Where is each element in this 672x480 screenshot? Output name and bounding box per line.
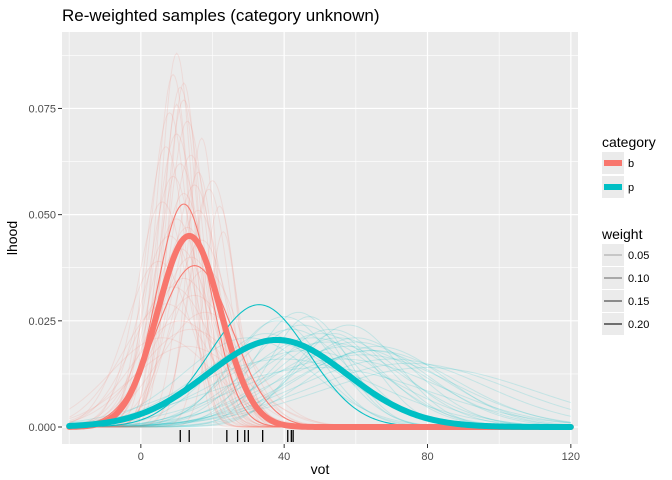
chart-title: Re-weighted samples (category unknown) [62,6,380,25]
axis-ticks [58,107,572,448]
legend-key-bg [602,244,624,266]
legend-label-weight-010: 0.10 [628,273,649,285]
legend-label-weight-020: 0.20 [628,319,649,331]
y-tick-label: 0.050 [28,210,56,222]
legend-weight-title: weight [601,226,643,242]
y-tick-label: 0.075 [28,103,56,115]
y-tick-label: 0.025 [28,316,56,328]
rug-layer [179,430,294,442]
x-tick-label: 40 [278,451,290,463]
curves-layer [66,52,574,431]
legend-key-bg [602,267,624,289]
sample-curve-p [69,337,571,428]
y-tick-labels: 0.000 0.025 0.050 0.075 [28,103,56,434]
y-tick-label: 0.000 [28,422,56,434]
legend-weight: weight 0.05 0.10 0.15 0.20 [601,226,649,335]
x-axis-title: vot [311,461,330,477]
grid-minor [62,32,578,444]
sample-curve-p [69,350,571,428]
sample-curve-p [69,358,571,427]
sample-curve-p [69,358,571,428]
sample-curve-p [69,341,571,428]
plot-panel [62,32,578,444]
sample-curve-p [69,362,571,428]
legend-label-weight-015: 0.15 [628,296,649,308]
legend-label-weight-005: 0.05 [628,250,649,262]
sample-curve-p [69,367,571,428]
legend-label-b: b [628,158,634,170]
legend-category: category b p [602,134,656,198]
x-tick-label: 120 [562,451,580,463]
y-axis-title: lhood [4,221,20,255]
mean-curve-p [66,336,574,430]
legend-category-title: category [602,134,656,150]
x-tick-label: 80 [421,451,433,463]
sample-curve-p [69,358,571,427]
x-tick-label: 0 [138,451,144,463]
sample-curve-p [69,350,571,428]
legend-label-p: p [628,182,634,194]
sample-curve-p [69,354,571,428]
x-tick-labels: 0 40 80 120 [138,451,580,463]
